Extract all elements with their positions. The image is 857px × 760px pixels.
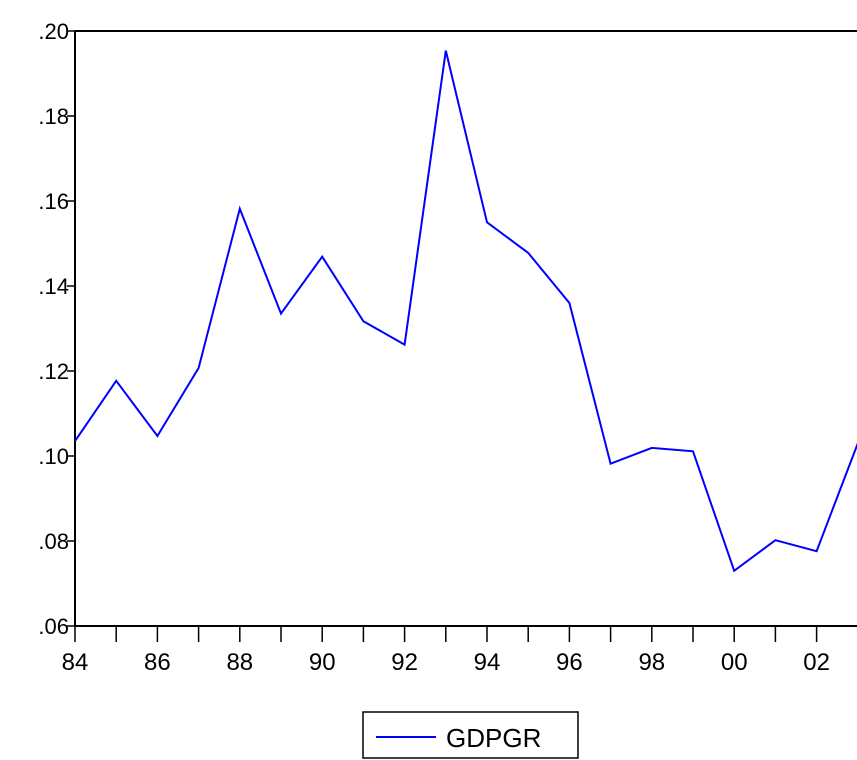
y-tick-label: .20	[38, 19, 69, 44]
x-tick-label: 90	[309, 649, 336, 676]
y-tick-label: .08	[38, 529, 69, 554]
legend: GDPGR	[362, 711, 579, 759]
x-tick-label: 88	[226, 649, 253, 676]
y-tick-label: .18	[38, 104, 69, 129]
legend-series-label: GDPGR	[446, 723, 541, 753]
y-tick-label: .06	[38, 614, 69, 639]
plot-frame	[74, 30, 857, 627]
legend-box	[362, 711, 579, 759]
x-axis: 84 86 88 90 92 94 96 98 00 02	[62, 626, 830, 676]
x-tick-label: 92	[391, 649, 418, 676]
y-tick-label: .16	[38, 189, 69, 214]
x-tick-label: 94	[474, 649, 501, 676]
x-tick-label: 96	[556, 649, 583, 676]
series-layer	[74, 50, 857, 573]
x-tick-label: 84	[62, 649, 89, 676]
y-tick-label: .12	[38, 359, 69, 384]
x-tick-label: 00	[721, 649, 748, 676]
x-tick-label: 86	[144, 649, 171, 676]
x-tick-label: 98	[638, 649, 665, 676]
series-line-gdpgr	[74, 50, 857, 573]
y-tick-label: .14	[38, 274, 69, 299]
x-tick-label: 02	[803, 649, 830, 676]
y-tick-label: .10	[38, 444, 69, 469]
y-axis: .06 .08 .10 .12 .14 .16 .18 .20	[38, 19, 75, 639]
